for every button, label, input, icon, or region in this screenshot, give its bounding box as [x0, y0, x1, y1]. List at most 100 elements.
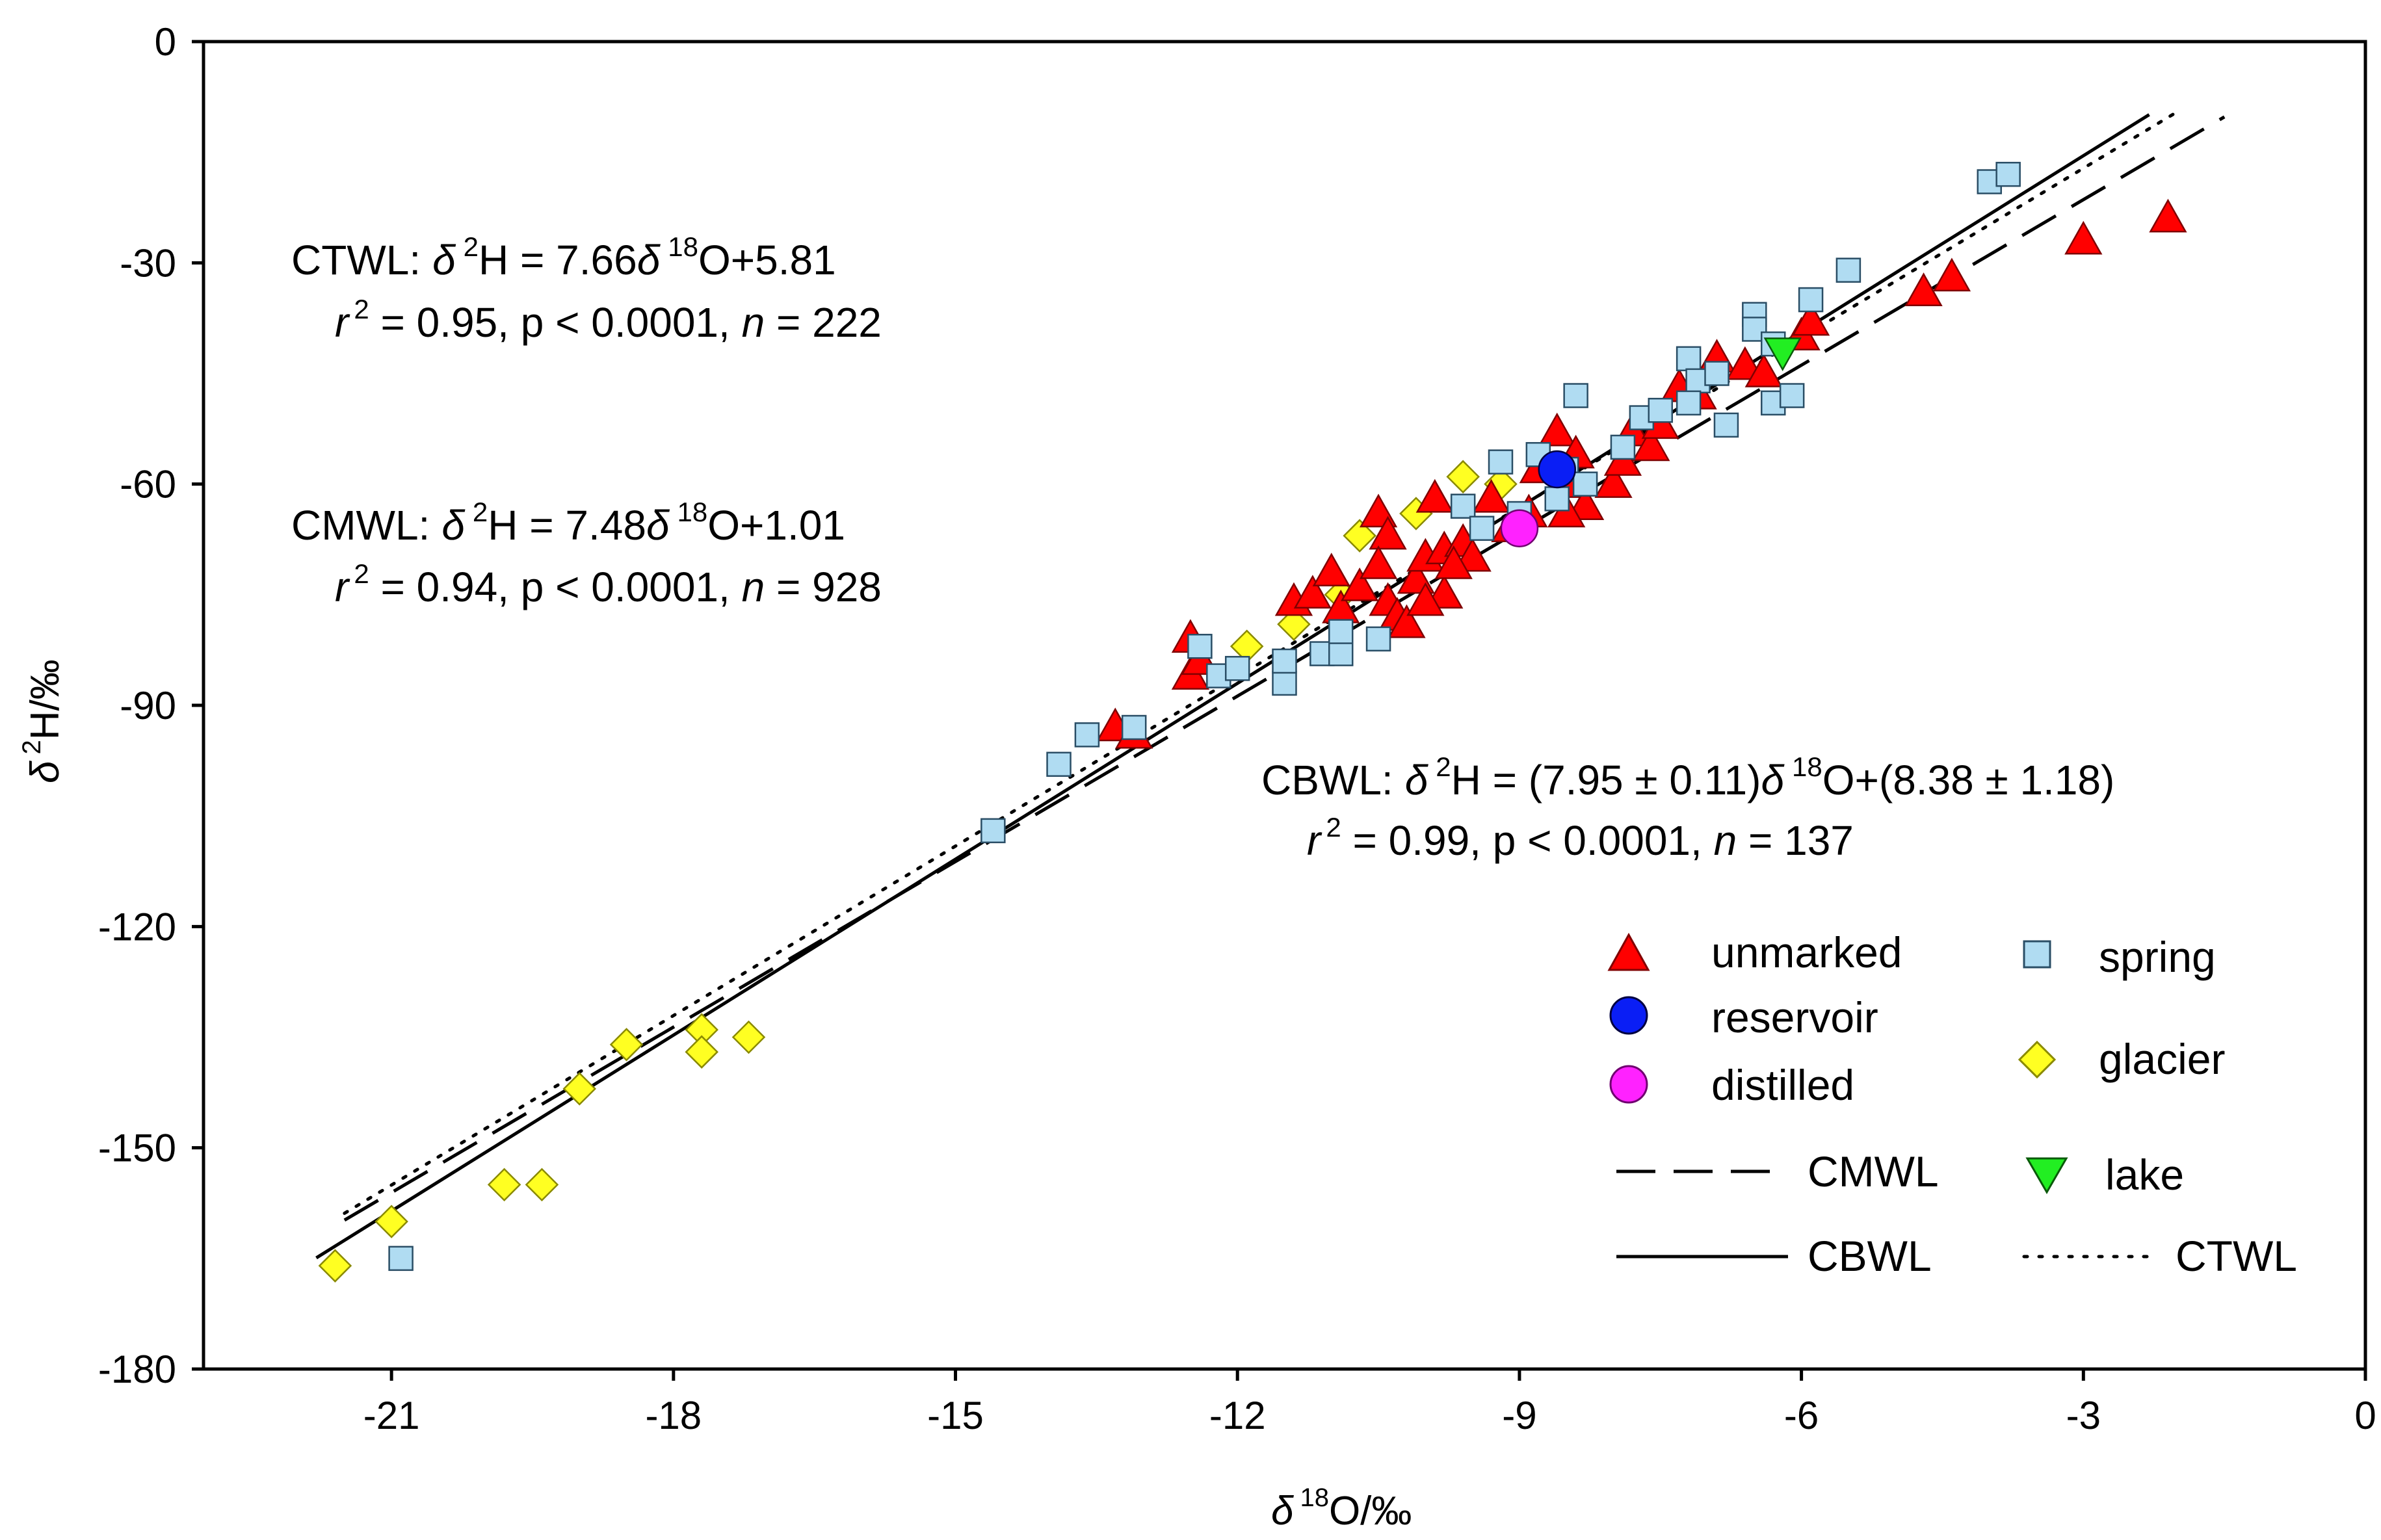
unmarked-point [1538, 412, 1576, 447]
unmarked-point [1434, 545, 1473, 579]
unmarked-point [1369, 516, 1407, 550]
unmarked-point [1726, 346, 1765, 380]
x-tick-label: -9 [1502, 1394, 1536, 1437]
unmarked-point [2149, 198, 2187, 233]
glacier-point [685, 1035, 718, 1069]
legend-cmwl-label: CMWL [1808, 1147, 1939, 1195]
unmarked-point [1594, 464, 1633, 498]
lake-point [1763, 337, 1802, 372]
legend-reservoir-marker [1609, 996, 1648, 1035]
unmarked-point [1453, 538, 1492, 572]
x-axis-title: δ 18O/‰ [1271, 1483, 1412, 1533]
legend-spring-label: spring [2099, 933, 2216, 981]
glacier-point [1446, 460, 1480, 494]
legend-glacier-label: glacier [2099, 1035, 2225, 1083]
legend-spring-marker [2023, 940, 2051, 969]
x-tick-label: -6 [1784, 1394, 1819, 1437]
legend-reservoir-label: reservoir [1711, 993, 1878, 1041]
spring-point [388, 1246, 414, 1272]
unmarked-point [1415, 478, 1454, 513]
legend: unmarked spring reservoir glacier distil… [1607, 928, 2297, 1280]
svg-text:r2 = 0.99, p < 0.0001, n = 137: r2 = 0.99, p < 0.0001, n = 137 [1307, 812, 1854, 864]
unmarked-point [1341, 567, 1379, 601]
spring-point [1328, 619, 1354, 644]
x-tick-label: -12 [1209, 1394, 1266, 1437]
spring-point [1450, 493, 1476, 519]
unmarked-point [1904, 272, 1943, 306]
axis-ticks: -21 -18 -15 -12 -9 -6 -3 00-30-60-90-120-150-18… [98, 20, 2376, 1437]
spring-point [1121, 714, 1147, 740]
glacier-point [731, 1020, 766, 1054]
unmarked-point [1632, 427, 1670, 462]
spring-point [1713, 412, 1739, 438]
glacier-point [609, 1028, 644, 1062]
reservoir-point [1538, 450, 1576, 489]
legend-ctwl-label: CTWL [2176, 1232, 2297, 1280]
unmarked-point [1406, 582, 1445, 616]
spring-point [1544, 486, 1570, 512]
spring-point [1648, 397, 1674, 423]
unmarked-point [1744, 353, 1783, 387]
y-tick-label: -90 [120, 684, 176, 727]
glacier-point [1343, 519, 1376, 553]
unmarked-point [1312, 553, 1350, 587]
unmarked-point [1388, 604, 1426, 638]
glacier-point [487, 1168, 521, 1202]
glacier-point [375, 1205, 408, 1238]
spring-point [1365, 626, 1391, 652]
y-axis-title: δ2H/‰ [18, 659, 68, 783]
x-tick-label: -18 [645, 1394, 702, 1437]
unmarked-point [1472, 478, 1510, 513]
unmarked-point [1932, 257, 1971, 292]
unmarked-point [1566, 486, 1605, 520]
legend-lake-label: lake [2105, 1151, 2184, 1199]
glacier-point [1277, 607, 1311, 641]
spring-point [1835, 257, 1861, 283]
spring-point [1798, 287, 1824, 313]
spring-point [1488, 449, 1514, 475]
legend-unmarked-marker [1607, 932, 1650, 971]
y-tick-label: -30 [120, 241, 176, 285]
y-tick-label: -120 [98, 905, 176, 948]
spring-point [1469, 516, 1495, 541]
cbwl-equation: CBWL: δ 2H = (7.95 ± 0.11)δ 18O+(8.38 ± 1.1… [1261, 751, 2114, 864]
legend-cbwl-label: CBWL [1808, 1232, 1932, 1280]
y-tick-label: -150 [98, 1127, 176, 1170]
spring-point [1074, 722, 1100, 748]
y-tick-label: -180 [98, 1348, 176, 1391]
unmarked-point [1293, 575, 1332, 609]
spring-point [1610, 434, 1636, 460]
spring-point [1704, 361, 1730, 386]
spring-point [1187, 633, 1213, 659]
spring-point [1676, 346, 1702, 372]
unmarked-point [1791, 302, 1830, 336]
spring-point [1224, 656, 1250, 681]
spring-point [1779, 383, 1805, 408]
x-tick-label: -15 [927, 1394, 984, 1437]
ctwl-line [343, 110, 2179, 1215]
unmarked-point [2064, 220, 2103, 255]
spring-point [1046, 751, 1072, 777]
spring-point [1272, 670, 1297, 696]
cbwl-line [315, 113, 2150, 1260]
spring-point [1995, 161, 2021, 187]
glacier-point [318, 1249, 352, 1283]
glacier-point [562, 1072, 597, 1106]
svg-text:r2 = 0.95, p < 0.0001, n = 222: r2 = 0.95, p < 0.0001, n = 222 [335, 294, 882, 346]
unmarked-point [1425, 575, 1464, 609]
legend-lake-marker [2025, 1157, 2068, 1195]
spring-point [1572, 471, 1598, 497]
spring-point [1272, 648, 1297, 674]
spring-point [980, 818, 1006, 844]
distilled-point [1500, 509, 1539, 547]
x-tick-label: 0 [2354, 1394, 2376, 1437]
x-tick-label: -3 [2066, 1394, 2101, 1437]
unmarked-point [1359, 545, 1398, 579]
y-tick-label: -60 [120, 463, 176, 506]
